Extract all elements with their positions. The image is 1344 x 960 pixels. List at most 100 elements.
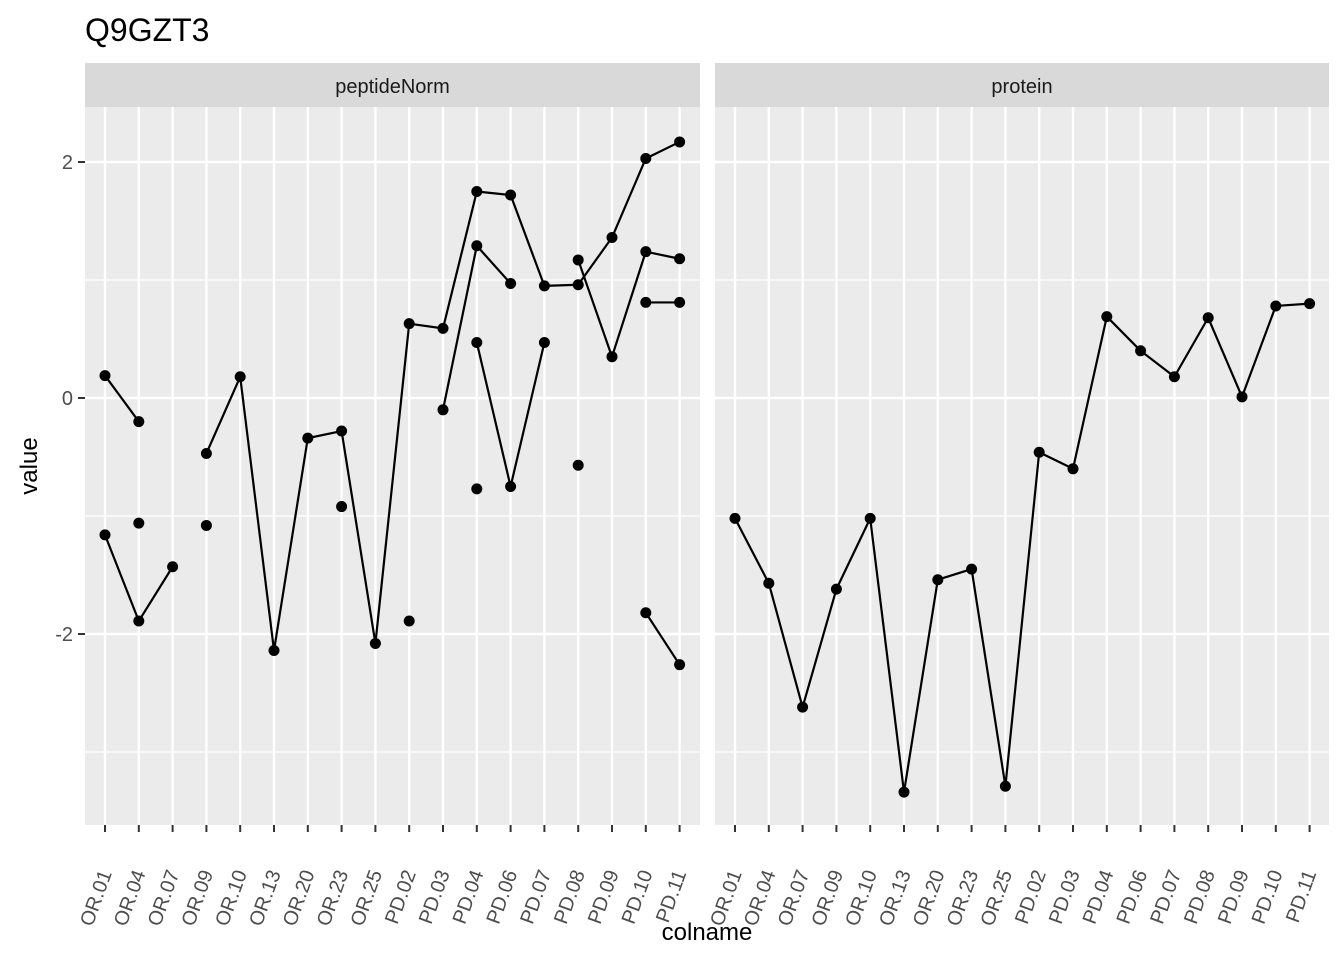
series-line-segment bbox=[644, 612, 681, 666]
data-point bbox=[336, 425, 348, 437]
series-line-segment bbox=[137, 566, 174, 622]
data-point bbox=[403, 318, 415, 330]
facet-strip bbox=[85, 63, 700, 107]
data-point bbox=[830, 583, 842, 595]
data-point bbox=[538, 337, 550, 349]
series-line-segment bbox=[1275, 302, 1310, 308]
data-point bbox=[1168, 371, 1180, 383]
series-line-segment bbox=[970, 568, 1007, 787]
series-line-segment bbox=[1038, 451, 1074, 470]
facet-strip bbox=[715, 63, 1329, 107]
series-line-segment bbox=[1240, 305, 1277, 398]
data-point bbox=[606, 351, 618, 363]
data-point bbox=[999, 780, 1011, 792]
series-line-segment bbox=[577, 259, 614, 358]
series-line-segment bbox=[1139, 349, 1176, 378]
y-tick-label: -2 bbox=[55, 624, 73, 646]
data-point bbox=[966, 563, 978, 575]
series-line-segment bbox=[476, 190, 511, 197]
data-point bbox=[674, 136, 686, 148]
data-point bbox=[471, 186, 483, 197]
data-point bbox=[471, 240, 483, 252]
data-point bbox=[674, 296, 686, 308]
series-line-segment bbox=[475, 245, 512, 285]
series-line-segment bbox=[441, 245, 478, 411]
data-point bbox=[133, 416, 145, 428]
series-line-segment bbox=[1173, 317, 1210, 378]
data-point bbox=[572, 459, 584, 471]
data-point bbox=[1135, 345, 1147, 357]
panel-protein: proteinOR.01OR.04OR.07OR.09OR.10OR.13OR.… bbox=[706, 63, 1329, 929]
data-point bbox=[606, 232, 618, 244]
panel-background bbox=[715, 107, 1329, 825]
series-line-segment bbox=[835, 517, 872, 590]
y-tick-label: 0 bbox=[62, 388, 73, 410]
series-line-segment bbox=[272, 437, 309, 651]
data-point bbox=[932, 574, 944, 586]
series-line-segment bbox=[509, 194, 546, 287]
data-point bbox=[572, 279, 584, 291]
data-point bbox=[437, 404, 449, 416]
series-line-segment bbox=[544, 283, 579, 287]
x-tick-label: PD.11 bbox=[652, 867, 691, 925]
data-point bbox=[505, 278, 517, 290]
facet-strip-label: peptideNorm bbox=[335, 76, 450, 98]
series-line-segment bbox=[610, 251, 647, 358]
data-point bbox=[1270, 300, 1282, 312]
series-line-segment bbox=[902, 579, 939, 793]
series-line-segment bbox=[645, 140, 681, 160]
data-point bbox=[471, 483, 483, 495]
data-point bbox=[1236, 391, 1248, 403]
series-line-segment bbox=[1106, 315, 1142, 352]
data-point bbox=[640, 152, 652, 164]
series-line-segment bbox=[610, 158, 647, 238]
series-3 bbox=[471, 337, 550, 492]
data-point bbox=[1202, 312, 1214, 324]
data-point bbox=[674, 253, 686, 265]
series-6 bbox=[133, 459, 584, 627]
data-point bbox=[1067, 463, 1079, 475]
data-point bbox=[864, 512, 876, 524]
series-line-segment bbox=[1207, 317, 1244, 398]
series-line-segment bbox=[441, 191, 478, 329]
data-point bbox=[200, 519, 212, 531]
x-axis-label: colname bbox=[662, 919, 753, 946]
data-point bbox=[505, 481, 517, 492]
data-point bbox=[729, 512, 741, 524]
data-point bbox=[505, 189, 517, 201]
data-point bbox=[1304, 298, 1316, 310]
series-1 bbox=[99, 136, 686, 657]
facet-strip-label: protein bbox=[991, 76, 1052, 98]
data-point bbox=[133, 615, 145, 627]
data-point bbox=[471, 337, 483, 349]
data-point bbox=[99, 529, 111, 541]
data-point bbox=[1033, 446, 1045, 458]
data-point bbox=[640, 607, 652, 619]
data-point bbox=[1101, 311, 1113, 323]
chart-title: Q9GZT3 bbox=[85, 12, 209, 48]
data-point bbox=[538, 280, 550, 292]
series-line-segment bbox=[103, 534, 140, 622]
series-line-segment bbox=[340, 430, 377, 644]
series-line-segment bbox=[205, 376, 242, 454]
y-axis: 2 0 -2 bbox=[55, 152, 85, 646]
series-line-segment bbox=[645, 250, 680, 260]
data-point bbox=[268, 645, 280, 657]
panel-peptideNorm: peptideNormOR.01OR.04OR.07OR.09OR.10OR.1… bbox=[76, 63, 700, 929]
data-point bbox=[797, 701, 809, 713]
series-2 bbox=[99, 240, 686, 627]
y-tick-label: 2 bbox=[62, 152, 73, 174]
series-line-segment bbox=[307, 429, 342, 440]
panel-background bbox=[85, 107, 700, 825]
series-line-segment bbox=[734, 517, 770, 584]
data-point bbox=[99, 370, 111, 382]
data-point bbox=[336, 501, 348, 513]
data-point bbox=[167, 561, 179, 573]
series-line-segment bbox=[767, 582, 804, 708]
data-point bbox=[674, 659, 686, 671]
series-line-segment bbox=[509, 342, 546, 487]
series-line-segment bbox=[104, 374, 140, 423]
y-axis-label: value bbox=[16, 437, 43, 494]
data-point bbox=[640, 296, 652, 308]
series-line-segment bbox=[409, 322, 444, 330]
